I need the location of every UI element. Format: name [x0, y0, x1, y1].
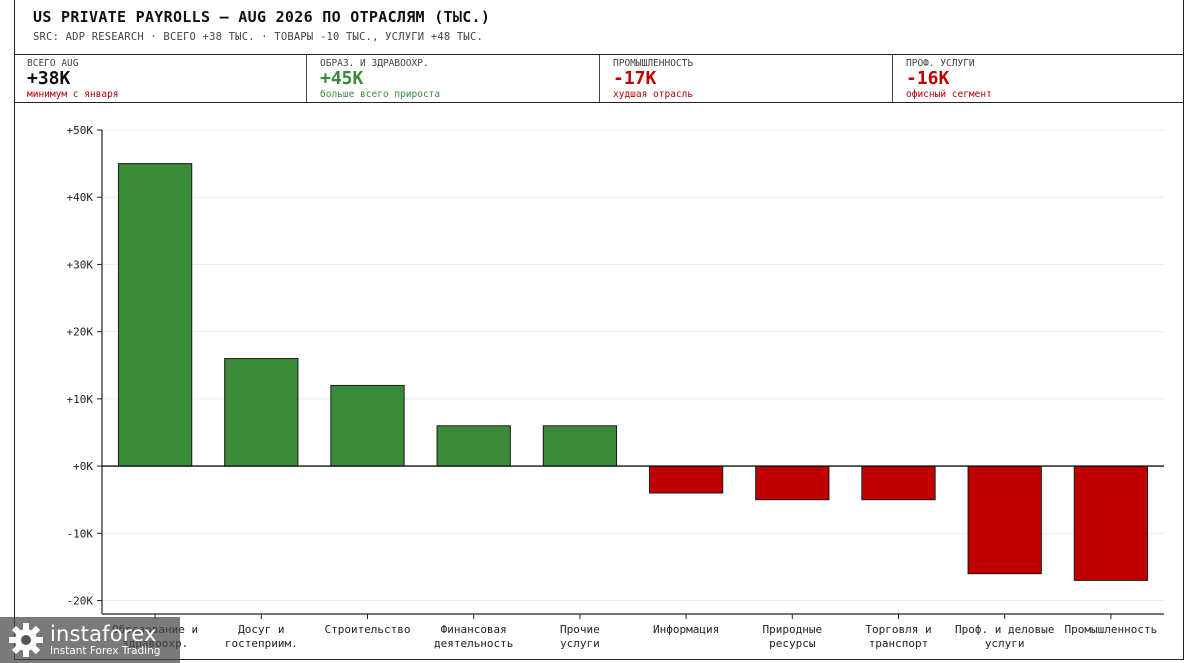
- x-tick-label: Строительство: [324, 623, 410, 636]
- stat-total: ВСЕГО AUG +38K минимум с января: [14, 55, 307, 102]
- page-title: US PRIVATE PAYROLLS — AUG 2026 ПО ОТРАСЛ…: [33, 8, 491, 26]
- y-tick-label: -20K: [67, 595, 94, 608]
- x-tick-label: ресурсы: [769, 637, 816, 650]
- x-tick-label: Финансовая: [441, 623, 507, 636]
- x-tick-label: Торговля и: [865, 623, 931, 636]
- stat-prof-services: ПРОФ. УСЛУГИ -16K офисный сегмент: [893, 55, 1184, 102]
- y-tick-label: +20K: [67, 326, 94, 339]
- bar: [755, 465, 830, 501]
- x-tick-label: Прочие: [560, 623, 600, 636]
- x-tick-label: транспорт: [869, 637, 929, 650]
- bar: [117, 163, 193, 467]
- stat-note: офисный сегмент: [906, 89, 992, 100]
- stat-note: минимум с января: [27, 89, 119, 100]
- x-tick-label: Досуг и: [238, 623, 284, 636]
- x-tick-label: деятельность: [434, 637, 513, 650]
- y-tick-label: +0K: [73, 460, 93, 473]
- bar: [967, 465, 1042, 575]
- stat-label: ВСЕГО AUG: [27, 58, 79, 69]
- stat-label: ПРОМЫШЛЕННОСТЬ: [613, 58, 694, 69]
- stat-value: -17K: [613, 68, 657, 89]
- watermark-brand: instaforex: [50, 622, 157, 646]
- x-tick-label: Промышленность: [1065, 623, 1158, 636]
- stat-label: ПРОФ. УСЛУГИ: [906, 58, 975, 69]
- x-tick-label: услуги: [560, 637, 600, 650]
- stat-value: +45K: [320, 68, 364, 89]
- watermark: instaforex Instant Forex Trading: [0, 617, 180, 663]
- stat-education: ОБРАЗ. И ЗДРАВООХР. +45K больше всего пр…: [307, 55, 600, 102]
- x-tick-label: Информация: [653, 623, 719, 636]
- bar: [861, 465, 936, 501]
- bar: [436, 425, 511, 467]
- stat-manufacturing: ПРОМЫШЛЕННОСТЬ -17K худшая отрасль: [600, 55, 893, 102]
- y-tick-label: -10K: [67, 527, 94, 540]
- watermark-tagline: Instant Forex Trading: [50, 645, 161, 657]
- y-tick-label: +50K: [67, 124, 94, 137]
- chart-header: US PRIVATE PAYROLLS — AUG 2026 ПО ОТРАСЛ…: [14, 0, 1184, 55]
- x-tick-label: услуги: [985, 637, 1025, 650]
- bar: [542, 425, 618, 467]
- y-tick-label: +10K: [67, 393, 94, 406]
- x-tick-label: Природные: [762, 623, 822, 636]
- stat-value: -16K: [906, 68, 950, 89]
- chart-frame: [14, 0, 1184, 660]
- x-tick-label: Проф. и деловые: [955, 623, 1054, 636]
- y-tick-label: +40K: [67, 191, 94, 204]
- x-tick-label: гостеприим.: [225, 637, 298, 650]
- gear-icon: [9, 623, 43, 657]
- stat-value: +38K: [27, 68, 71, 89]
- page-subtitle: SRC: ADP RESEARCH · ВСЕГО +38 ТЫС. · ТОВ…: [33, 31, 483, 43]
- bar: [648, 465, 724, 494]
- stats-bar: ВСЕГО AUG +38K минимум с января ОБРАЗ. И…: [14, 55, 1184, 103]
- stat-note: худшая отрасль: [613, 89, 694, 100]
- stat-note: больше всего прироста: [320, 89, 441, 100]
- bar: [330, 384, 405, 467]
- y-tick-label: +30K: [67, 258, 94, 271]
- bar: [224, 358, 299, 467]
- stat-label: ОБРАЗ. И ЗДРАВООХР.: [320, 58, 429, 69]
- bar: [1073, 465, 1149, 581]
